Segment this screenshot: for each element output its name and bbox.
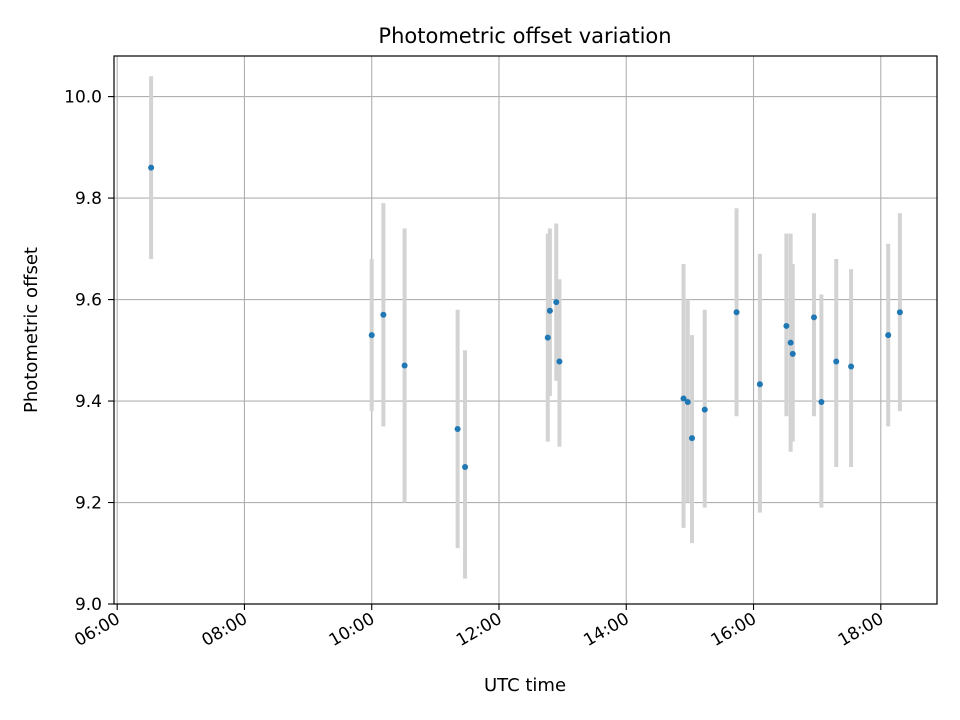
data-point bbox=[896, 309, 903, 316]
data-point bbox=[733, 309, 740, 316]
y-tick-label: 9.6 bbox=[75, 291, 102, 311]
chart-title: Photometric offset variation bbox=[378, 24, 671, 48]
data-point bbox=[462, 464, 469, 470]
x-tick-label: 10:00 bbox=[326, 609, 378, 651]
x-tick-label: 18:00 bbox=[835, 609, 887, 651]
data-point bbox=[789, 350, 796, 357]
data-point bbox=[401, 362, 408, 369]
x-tick-label: 16:00 bbox=[708, 609, 760, 651]
data-point bbox=[454, 425, 461, 432]
data-point bbox=[544, 334, 551, 341]
data-point bbox=[680, 395, 687, 402]
data-point bbox=[787, 339, 794, 346]
data-point bbox=[546, 307, 553, 314]
y-tick-label: 10.0 bbox=[64, 88, 102, 108]
data-point bbox=[684, 399, 691, 406]
data-point bbox=[689, 435, 696, 442]
data-point bbox=[553, 299, 560, 306]
data-point bbox=[756, 381, 763, 388]
x-tick-label: 06:00 bbox=[71, 609, 123, 651]
data-point bbox=[701, 406, 708, 413]
y-axis-title: Photometric offset bbox=[21, 247, 42, 413]
y-tick-label: 9.0 bbox=[75, 595, 102, 615]
x-tick-label: 14:00 bbox=[580, 609, 632, 651]
x-tick-label: 12:00 bbox=[453, 609, 505, 651]
data-point bbox=[848, 363, 855, 370]
data-point bbox=[380, 311, 387, 318]
data-point bbox=[148, 164, 155, 171]
data-point bbox=[818, 399, 825, 406]
y-tick-label: 9.2 bbox=[75, 494, 102, 514]
y-tick-label: 9.4 bbox=[75, 392, 102, 412]
data-point bbox=[783, 322, 790, 329]
x-axis-title: UTC time bbox=[484, 675, 566, 696]
axis-ticks: 06:00 08:00 10:00 12:00 14:00 16:00 18:00 9.0 9.… bbox=[64, 88, 887, 651]
data-point bbox=[833, 358, 840, 365]
y-tick-label: 9.8 bbox=[75, 189, 102, 209]
data-point bbox=[810, 314, 817, 321]
data-point bbox=[368, 332, 375, 339]
data-point bbox=[556, 358, 563, 365]
data-point bbox=[885, 332, 892, 339]
data-points bbox=[148, 164, 903, 470]
x-tick-label: 08:00 bbox=[199, 609, 251, 651]
grid-lines bbox=[114, 56, 937, 605]
plot-frame bbox=[113, 55, 938, 605]
